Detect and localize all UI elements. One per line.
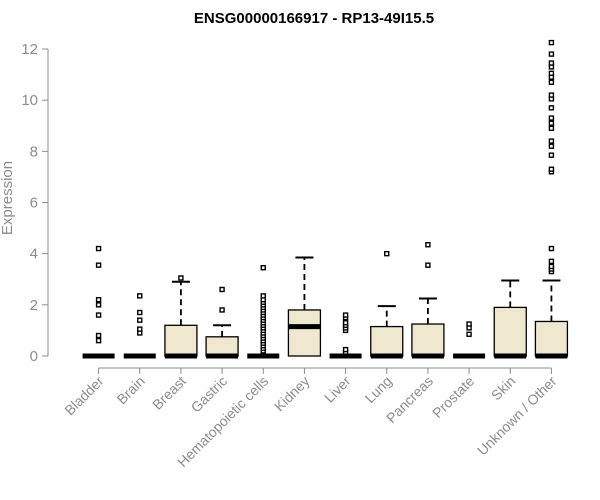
outlier-point [548,143,555,149]
outlier-point [137,317,143,323]
outlier-point [178,275,184,281]
box-8 [411,242,445,359]
y-tick-label: 4 [30,246,38,263]
outlier-point [466,331,472,337]
x-tick-label: Brain [113,373,147,407]
box-iqr [370,325,404,357]
x-tick-label: Skin [488,373,519,404]
outlier-point [548,70,555,77]
y-tick-label: 2 [30,297,38,314]
outlier-point [342,312,349,318]
outlier-point [548,263,555,270]
chart-title: ENSG00000166917 - RP13-49I15.5 [194,10,434,27]
x-tick-label: Prostate [429,373,477,421]
outlier-point [95,302,102,308]
outlier-point [137,309,143,316]
outlier-point [425,242,431,248]
box-iqr [493,306,527,357]
outlier-point [95,332,102,339]
outlier-point [548,120,555,126]
box-iqr [287,309,322,357]
outlier-point [260,293,266,299]
box-4 [247,265,280,359]
box-3 [205,286,239,359]
box-0 [82,245,115,359]
box-1 [123,293,156,359]
outlier-point [260,265,266,271]
outlier-point [548,125,555,132]
box-9 [453,321,486,359]
outlier-point [548,138,555,144]
box-6 [329,312,362,359]
x-tick-label: Breast [149,373,189,413]
outlier-point [466,321,472,327]
outlier-point [548,258,555,265]
box-iqr [534,320,569,357]
box-2 [164,275,198,359]
outlier-point [548,51,555,57]
y-tick-label: 8 [30,143,38,160]
outlier-point [137,326,143,332]
x-tick-label: Liver [321,373,354,406]
y-axis-label: Expression [0,161,16,235]
outlier-point [548,92,555,98]
outlier-point [342,320,349,326]
outlier-point [548,39,555,46]
box-series [82,39,569,359]
outlier-point [548,79,555,85]
y-tick-label: 10 [21,92,38,109]
outlier-point [425,262,431,268]
box-iqr [411,323,445,357]
outlier-point [548,166,555,172]
outlier-point [548,152,555,158]
outlier-point [548,105,555,111]
box-iqr [205,336,239,357]
outlier-point [548,60,555,66]
outlier-point [548,245,555,252]
outlier-point [95,337,102,344]
outlier-point [95,262,102,268]
box-10 [493,279,527,359]
outlier-point [95,297,102,303]
x-tick-label: Lung [362,373,395,406]
y-tick-label: 6 [30,195,38,212]
box-7 [370,250,404,359]
outlier-point [95,312,102,318]
axes: 0 2 4 6 8 10 12 [21,41,552,369]
box-iqr [164,324,198,357]
outlier-point [219,286,225,293]
x-tick-label: Bladder [61,373,107,419]
y-tick-label: 12 [21,41,38,58]
y-tick-label: 0 [30,348,38,365]
outlier-point [137,293,143,299]
box-11 [534,39,569,359]
box-5 [287,256,322,357]
outlier-point [548,115,555,121]
outlier-point [384,250,390,257]
x-tick-label: Kidney [271,373,313,415]
outlier-point [219,307,225,313]
outlier-point [342,346,349,353]
outlier-point [95,245,102,252]
